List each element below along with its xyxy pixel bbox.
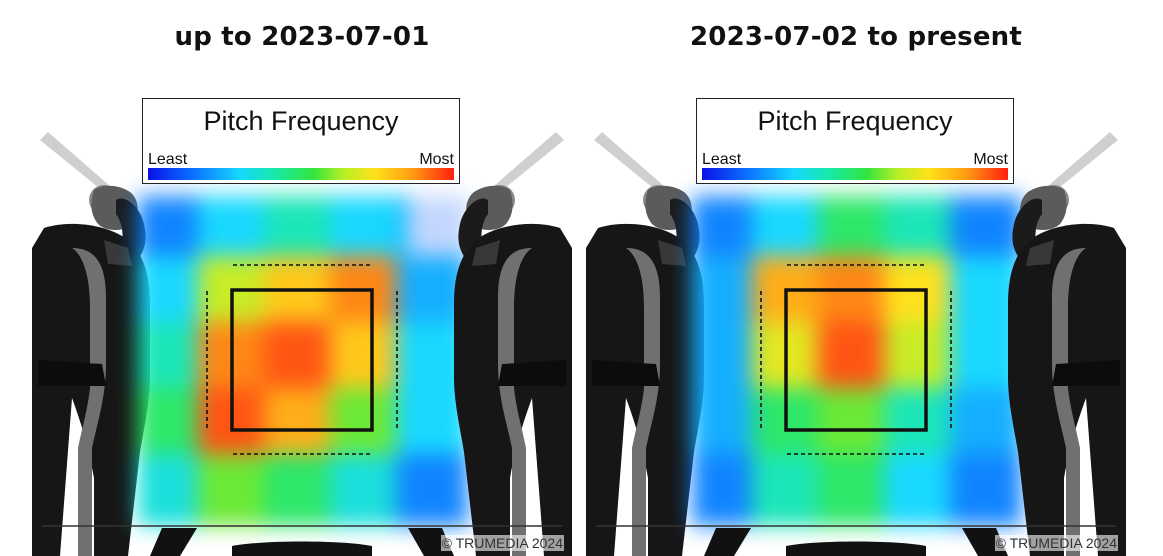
heatmap-cell: [330, 454, 408, 526]
right-handed-batter-silhouette: [586, 132, 704, 556]
home-plate: [786, 541, 926, 556]
legend-min-label: Least: [702, 151, 742, 168]
heatmap-cell: [818, 322, 896, 400]
heatmap-cell: [818, 388, 896, 466]
heatmap-cell: [198, 256, 276, 334]
left-handed-batter-silhouette: [1008, 132, 1126, 556]
color-legend: Pitch Frequency Least Most: [142, 98, 460, 184]
copyright-credit: © TRUMEDIA 2024: [994, 535, 1118, 551]
legend-max-label: Most: [973, 151, 1008, 168]
strike-zone-overlay: [42, 264, 562, 556]
heatmap-cell: [818, 454, 896, 526]
heatmap-cell: [198, 454, 276, 526]
panel-title: 2023-07-02 to present: [689, 22, 1023, 52]
heatmap-cell: [330, 388, 408, 466]
heatmap-cell: [330, 322, 408, 400]
copyright-credit: © TRUMEDIA 2024: [440, 535, 564, 551]
heatmap-cell: [264, 322, 342, 400]
heatmap-panel-left: up to 2023-07-01 Pitch F: [32, 0, 572, 556]
home-plate: [232, 541, 372, 556]
pitch-frequency-heatmap: [692, 196, 1022, 526]
heatmap-cell: [950, 454, 1022, 526]
heatmap-cell: [264, 388, 342, 466]
heatmap-cell: [396, 454, 468, 526]
heatmap-cell: [752, 256, 830, 334]
panel-title: up to 2023-07-01: [174, 22, 430, 52]
heatmap-cell: [752, 388, 830, 466]
heatmap-cell: [330, 256, 408, 334]
heatmap-cell: [198, 322, 276, 400]
strike-zone-overlay: [596, 264, 1116, 556]
batter-box-left-line: [704, 528, 751, 556]
heatmap-cell: [752, 454, 830, 526]
legend-color-bar: [702, 168, 1008, 180]
heatmap-cell: [752, 322, 830, 400]
heatmap-cell: [884, 322, 962, 400]
color-legend: Pitch Frequency Least Most: [696, 98, 1014, 184]
strike-zone: [230, 288, 374, 432]
heatmap-cell: [884, 454, 962, 526]
heatmap-cell: [818, 256, 896, 334]
left-handed-batter-silhouette: [454, 132, 572, 556]
heatmap-cell: [884, 256, 962, 334]
heatmap-cell: [884, 388, 962, 466]
legend-title: Pitch Frequency: [203, 106, 399, 136]
pitch-frequency-heatmap: [138, 196, 468, 526]
legend-color-bar: [148, 168, 454, 180]
heatmap-cell: [264, 454, 342, 526]
legend-title: Pitch Frequency: [757, 106, 953, 136]
strike-zone: [784, 288, 928, 432]
right-handed-batter-silhouette: [32, 132, 150, 556]
heatmap-cell: [264, 256, 342, 334]
heatmap-panel-right: 2023-07-02 to present Pitch F: [586, 0, 1126, 556]
legend-min-label: Least: [148, 151, 188, 168]
legend-max-label: Most: [419, 151, 454, 168]
batter-box-left-line: [150, 528, 197, 556]
heatmap-cell: [198, 388, 276, 466]
